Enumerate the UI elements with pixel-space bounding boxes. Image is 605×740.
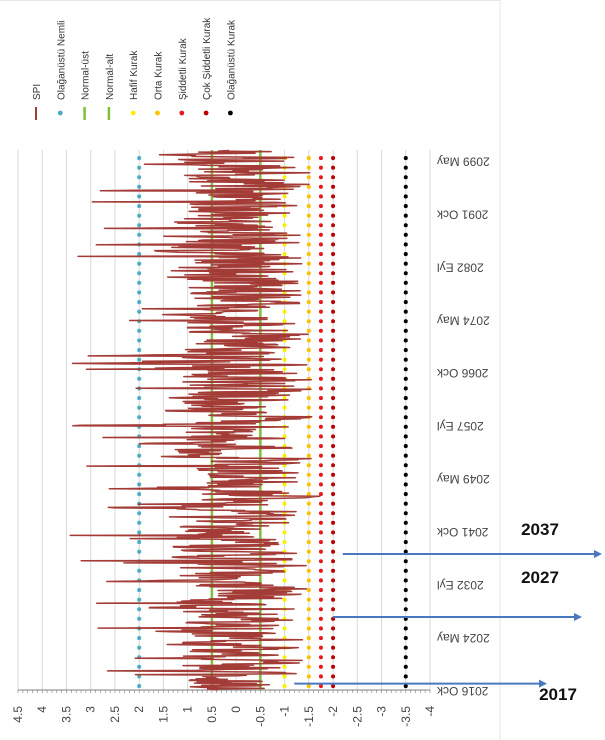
value-tick-label: -2.5 <box>350 706 364 727</box>
time-tick-label: 2032 Eyl <box>437 578 484 592</box>
legend-label: Normal-alt <box>105 54 116 100</box>
legend-label: Olağanüstü Kurak <box>226 19 237 100</box>
axes: 4.5 4 3.5 3 2.5 2 1.5 1 0.5 0 -0.5 -1 -1.5 -2 -2.5 -3 -3… <box>11 154 490 726</box>
value-tick-label: -2 <box>326 706 340 717</box>
value-tick-label: -3.5 <box>399 706 413 727</box>
legend-swatch <box>57 110 63 116</box>
value-tick-label: 3.5 <box>59 706 73 723</box>
value-tick-label: -1.5 <box>302 706 316 727</box>
time-tick-label: 2099 May <box>437 154 490 168</box>
legend-label: Olağanüstü Nemli <box>56 21 67 100</box>
value-tick-label: -4 <box>423 706 437 717</box>
value-tick-label: 1.5 <box>156 706 170 723</box>
value-tick-label: 3 <box>84 706 98 713</box>
annotation-year-label: 2037 <box>521 520 559 539</box>
legend-label: Normal-üst <box>81 51 92 100</box>
legend-swatch <box>179 110 185 116</box>
value-tick-label: 0.5 <box>205 706 219 723</box>
value-tick-label: -3 <box>375 706 389 717</box>
value-tick-label: -0.5 <box>253 706 267 727</box>
value-tick-label: 2 <box>132 706 146 713</box>
time-tick-label: 2091 Ock <box>436 207 488 221</box>
legend-swatch <box>155 110 160 116</box>
legend-label: Hafif Kurak <box>129 50 140 100</box>
time-tick-label: 2082 Eyl <box>437 260 484 274</box>
time-tick-label: 2016 Ock <box>436 684 488 698</box>
legend-swatch <box>228 110 233 116</box>
year-annotations: 2017 2027 2037 <box>294 520 602 704</box>
value-tick-label: -1 <box>278 706 292 717</box>
time-tick-label: 2074 May <box>437 313 490 327</box>
legend-label: Şiddetli Kurak <box>178 37 189 100</box>
annotation-year-label: 2027 <box>521 568 559 587</box>
legend-swatch <box>203 110 209 116</box>
value-tick-label: 4.5 <box>11 706 25 723</box>
value-tick-label: 1 <box>181 706 195 713</box>
value-tick-label: 4 <box>35 706 49 713</box>
time-tick-label: 2049 May <box>437 472 490 486</box>
spi-line <box>69 149 321 691</box>
legend: SPI Olağanüstü Nemli Normal-üst Normal-alt H… <box>32 17 237 120</box>
legend-swatch <box>130 110 136 116</box>
spi-series <box>69 149 321 691</box>
time-tick-label: 2024 May <box>437 631 490 645</box>
annotation-year-label: 2017 <box>539 685 577 704</box>
legend-label: SPI <box>32 84 43 100</box>
value-tick-label: 2.5 <box>108 706 122 723</box>
time-tick-label: 2057 Eyl <box>437 419 484 433</box>
time-tick-label: 2041 Ock <box>436 525 488 539</box>
value-tick-label: 0 <box>229 706 243 713</box>
threshold-lines <box>137 150 408 690</box>
time-tick-label: 2066 Ock <box>436 366 488 380</box>
legend-label: Çok Şiddetli Kurak <box>202 17 213 100</box>
legend-label: Orta Kurak <box>154 51 165 100</box>
